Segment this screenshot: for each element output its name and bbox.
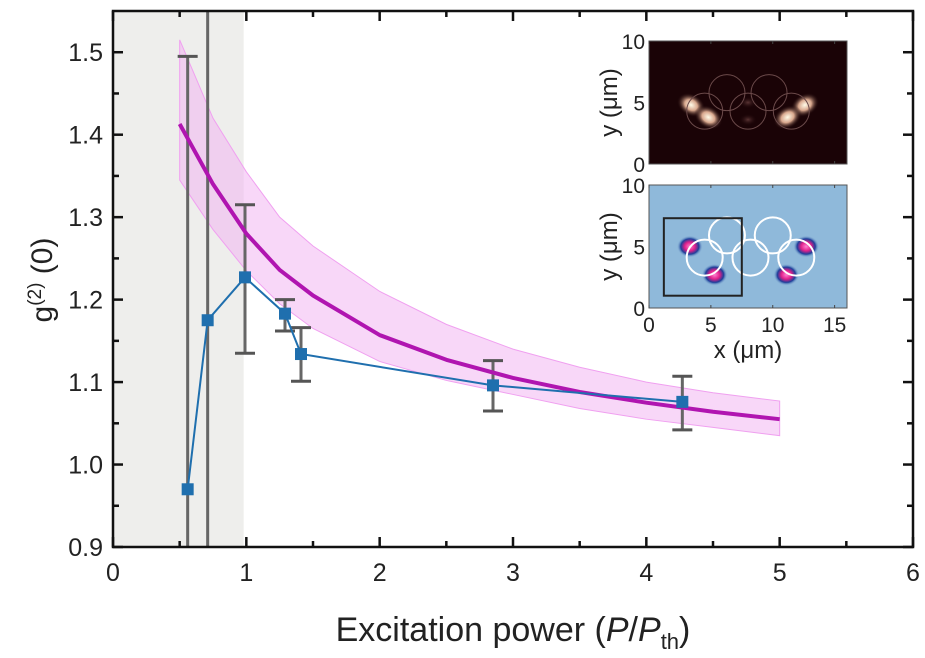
micropillar-outline bbox=[731, 238, 770, 277]
heatmap-body bbox=[649, 185, 847, 308]
x-tick-label: 1 bbox=[239, 559, 253, 587]
y-tick-label: 1.2 bbox=[68, 287, 103, 315]
shaded-region bbox=[113, 11, 244, 547]
inset-x-axis-label: x (μm) bbox=[714, 337, 782, 364]
heatmap-body bbox=[649, 41, 847, 164]
intensity-lobe bbox=[694, 105, 723, 130]
x-tick-label: 4 bbox=[639, 559, 653, 587]
data-point bbox=[201, 314, 214, 327]
micropillar-outline bbox=[753, 216, 792, 255]
micropillar-outline bbox=[685, 238, 724, 277]
micropillar-outline bbox=[772, 92, 810, 130]
inset-y-tick-label: 10 bbox=[622, 31, 645, 54]
x-tick-label: 3 bbox=[506, 559, 520, 587]
data-point bbox=[239, 271, 251, 284]
measured-lobe bbox=[701, 263, 728, 286]
inset-x-tick-label: 10 bbox=[761, 314, 784, 337]
x-axis-label: Excitation power (P/Pth) bbox=[336, 611, 691, 653]
x-tick-label: 6 bbox=[906, 559, 920, 587]
micropillar-outline bbox=[729, 92, 767, 130]
y-axis-label: g(2) (0) bbox=[25, 238, 59, 323]
inset-heatmap-intensity: 0 5 10 y (μm) bbox=[596, 31, 848, 177]
inset-y-axis-label: y (μm) bbox=[596, 68, 623, 136]
micropillar-outline bbox=[750, 74, 788, 112]
inset-x-tick-label: 0 bbox=[643, 314, 655, 337]
inset-x-tick-label: 5 bbox=[705, 314, 717, 337]
x-tick-label: 2 bbox=[373, 559, 387, 587]
inset-frame bbox=[648, 40, 848, 165]
data-point bbox=[181, 483, 194, 496]
inset-heatmap-measured: 0 5 10 y (μm) 0 5 10 15 x (μm) bbox=[596, 175, 848, 364]
inset-frame bbox=[648, 184, 848, 309]
plot-area bbox=[113, 11, 781, 547]
inset-y-tick-label: 0 bbox=[633, 154, 645, 177]
data-point bbox=[676, 395, 689, 408]
micropillar-outline bbox=[708, 74, 746, 112]
measured-lobe bbox=[773, 263, 800, 286]
x-tick-label: 0 bbox=[106, 559, 120, 587]
inset-x-tick-label: 15 bbox=[823, 314, 846, 337]
data-point bbox=[279, 307, 291, 320]
y-tick-label: 1.1 bbox=[68, 369, 103, 397]
intensity-lobe-weak bbox=[739, 113, 757, 126]
y-tick-label: 1.0 bbox=[68, 452, 103, 480]
intensity-lobe bbox=[773, 105, 802, 130]
y-tick-label: 0.9 bbox=[68, 534, 103, 562]
data-point bbox=[487, 379, 499, 392]
theory-confidence-band bbox=[179, 39, 781, 437]
inset-y-tick-label: 10 bbox=[622, 175, 645, 198]
data-point bbox=[295, 348, 307, 361]
theory-curve bbox=[177, 123, 780, 422]
y-tick-label: 1.3 bbox=[68, 204, 103, 232]
y-tick-label: 1.5 bbox=[68, 39, 103, 67]
micropillar-outline bbox=[686, 92, 724, 130]
micropillar-outline bbox=[777, 238, 816, 277]
inset-y-tick-label: 5 bbox=[633, 237, 645, 260]
y-tick-label: 1.4 bbox=[68, 122, 103, 150]
inset-y-tick-label: 5 bbox=[633, 93, 645, 116]
inset-y-tick-label: 0 bbox=[633, 298, 645, 321]
x-tick-label: 5 bbox=[773, 559, 787, 587]
inset-y-axis-label: y (μm) bbox=[596, 212, 623, 280]
selection-box bbox=[662, 217, 743, 297]
